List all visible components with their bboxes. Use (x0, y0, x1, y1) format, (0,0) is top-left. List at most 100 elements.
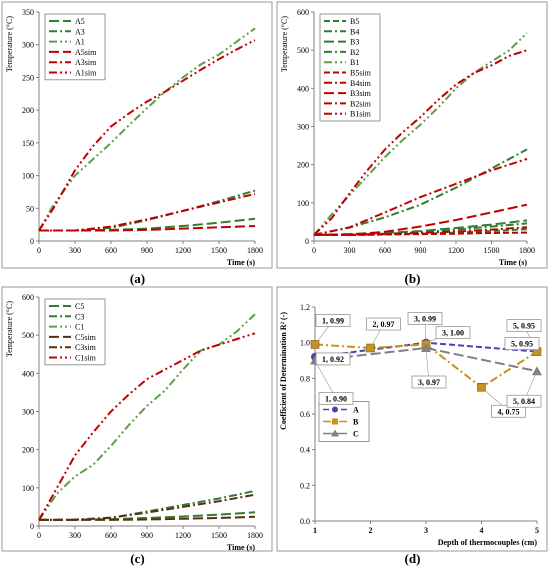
x-tick-label-a: 1200 (175, 246, 191, 255)
y-tick-label-d: 0.0 (300, 517, 310, 526)
x-axis-label-c: Time (s) (227, 543, 255, 552)
chart-a: 0 50 100 150 200 250 300 350 0 300 600 900 1200 1500 1… (1, 1, 273, 269)
x-tick-label-c: 1200 (175, 531, 191, 540)
data-label-d: 1, 0.92 (322, 355, 344, 364)
series-line-a-A3sim (39, 192, 256, 232)
series-line-b-B1sim (313, 49, 528, 236)
y-tick-label-d: 0.8 (300, 374, 310, 383)
data-label-d: 2, 0.97 (373, 320, 395, 329)
y-axis-label-c: Temperature (°C) (5, 301, 14, 358)
data-label-box-d (504, 337, 540, 350)
series-line-b-B2sim (313, 157, 528, 236)
y-tick-label-b: 400 (297, 84, 309, 93)
legend-label-b: B2sim (350, 99, 372, 108)
data-label-d: 5, 0.84 (513, 397, 535, 406)
legend-label-b: B2 (350, 48, 359, 57)
legend-label-c: C1 (75, 323, 84, 332)
x-tick-label-a: 300 (69, 246, 81, 255)
x-tick-label-c: 300 (69, 531, 81, 540)
x-tick-label-d: 4 (480, 526, 484, 535)
y-tick-label-c: 200 (22, 446, 34, 455)
caption-c: (c) (130, 551, 145, 566)
y-tick-label-a: 100 (22, 172, 34, 181)
y-tick-label-b: 100 (297, 199, 309, 208)
y-tick-label-a: 0 (30, 237, 34, 246)
series-line-b-B3sim (313, 203, 528, 236)
y-tick-label-c: 100 (22, 484, 34, 493)
legend-label-c: C3 (75, 312, 84, 321)
data-label-d: 5, 0.95 (511, 340, 533, 349)
x-tick-label-c: 1500 (211, 531, 227, 540)
legend-marker-d (331, 429, 339, 437)
legend-label-d: C (353, 430, 359, 439)
y-tick-label-c: 400 (22, 369, 34, 378)
data-label-d: 3, 0.97 (418, 378, 440, 387)
series-line-d-B (314, 343, 538, 389)
data-label-d: 1, 0.99 (322, 316, 344, 325)
y-tick-label-a: 50 (26, 204, 34, 213)
data-label-box-d (318, 392, 354, 405)
legend-a (44, 13, 106, 81)
legend-c (44, 298, 106, 366)
data-label-box-d (506, 319, 542, 332)
series-line-b-B1 (313, 32, 528, 236)
legend-label-c: C1sim (75, 354, 97, 363)
x-tick-label-a: 1500 (211, 246, 227, 255)
chart-c: 0 100 200 300 400 500 600 0 300 600 900 1200 1500 180… (1, 286, 273, 552)
x-tick-label-b: 0 (312, 246, 316, 255)
data-label-d: 3, 1.00 (442, 329, 464, 338)
y-tick-label-d: 1.0 (300, 339, 310, 348)
x-tick-label-d: 1 (313, 526, 317, 535)
legend-label-d: B (353, 418, 359, 427)
legend-label-b: B5sim (350, 69, 372, 78)
legend-label-a: A1sim (75, 69, 97, 78)
legend-label-b: B1sim (350, 110, 372, 119)
data-point-d-C (532, 366, 542, 376)
data-label-box-d (366, 317, 401, 331)
legend-label-c: C3sim (75, 343, 97, 352)
x-tick-label-c: 900 (141, 531, 153, 540)
data-label-d: 4, 0.75 (498, 407, 520, 416)
y-tick-label-d: 0.6 (300, 410, 310, 419)
x-tick-label-b: 1800 (519, 246, 535, 255)
y-tick-label-b: 300 (297, 123, 309, 132)
legend-label-c: C5sim (75, 333, 97, 342)
y-tick-label-c: 500 (22, 331, 34, 340)
x-tick-label-c: 1800 (247, 531, 263, 540)
y-tick-label-d: 0.4 (300, 446, 310, 455)
data-label-box-d (315, 352, 351, 366)
legend-label-a: A1 (75, 38, 85, 47)
caption-a: (a) (129, 271, 146, 286)
y-tick-label-a: 150 (22, 139, 34, 148)
caption-d: (d) (404, 551, 421, 566)
legend-label-c: C5 (75, 302, 84, 311)
data-label-box-d (411, 375, 447, 389)
x-tick-label-d: 5 (535, 526, 539, 535)
chart-d: 0.0 0.2 0.4 0.6 0.8 1.0 1.2 1 2 3 4 5 Depth of therm… (276, 286, 548, 552)
x-tick-label-d: 3 (424, 526, 428, 535)
legend-label-a: A3sim (75, 58, 97, 67)
data-point-d-B (310, 340, 320, 349)
x-tick-label-b: 1200 (448, 246, 464, 255)
y-tick-label-d: 0.2 (300, 481, 310, 490)
y-tick-label-a: 300 (22, 41, 34, 50)
x-tick-label-b: 1500 (484, 246, 500, 255)
data-label-d: 1, 0.90 (325, 395, 347, 404)
x-tick-label-a: 600 (105, 246, 117, 255)
y-tick-label-c: 0 (30, 522, 34, 531)
series-line-c-C3sim (39, 493, 256, 521)
x-axis-label-a: Time (s) (227, 258, 255, 267)
legend-label-b: B5 (350, 17, 359, 26)
panel-frame-c (1, 286, 273, 552)
y-tick-label-b: 200 (297, 161, 309, 170)
x-axis-label-d: Depth of thermocouples (cm) (438, 538, 538, 547)
legend-label-b: B3sim (350, 89, 372, 98)
x-tick-label-a: 0 (37, 246, 41, 255)
y-tick-label-b: 500 (297, 46, 309, 55)
series-line-c-C1sim (38, 332, 256, 521)
chart-b: 0 100 200 300 400 500 600 0 300 600 900 1200 1500 180… (276, 1, 548, 269)
legend-marker-d (332, 418, 338, 425)
legend-marker-d (332, 406, 338, 413)
x-tick-label-d: 2 (369, 526, 373, 535)
